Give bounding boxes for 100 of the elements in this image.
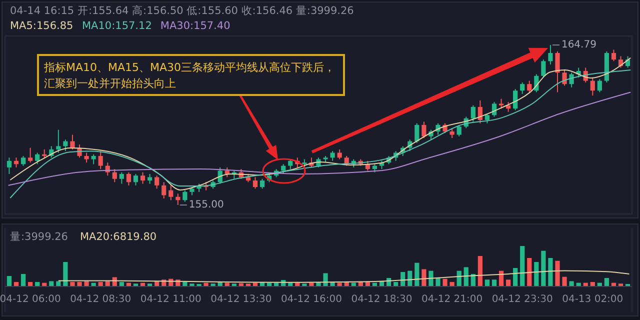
- candlestick: [182, 190, 188, 202]
- candlestick: [140, 172, 146, 184]
- bar: [295, 282, 300, 286]
- candlestick: [28, 147, 33, 164]
- x-tick-label: 04-12 18:30: [351, 294, 412, 305]
- candlestick: [611, 49, 616, 62]
- candlestick: [470, 104, 476, 122]
- bar: [35, 282, 40, 286]
- bar: [309, 282, 314, 286]
- bar: [365, 282, 370, 286]
- candlestick: [154, 175, 160, 190]
- candlestick: [520, 82, 525, 94]
- bar: [422, 269, 426, 286]
- text: MA5:156.85: [10, 20, 74, 32]
- chart-title: 量:3999.26: [10, 231, 68, 243]
- bar: [492, 280, 497, 286]
- candlestick: [224, 166, 230, 178]
- candlestick: [555, 50, 560, 93]
- bar: [450, 282, 454, 286]
- x-tick-label: 04-12 16:00: [280, 294, 342, 305]
- bar: [436, 278, 440, 286]
- bar: [98, 282, 103, 286]
- bar: [252, 282, 258, 286]
- bar: [414, 262, 420, 286]
- candlestick: [14, 157, 19, 168]
- candlestick: [162, 182, 166, 199]
- text: MA20:6819.80: [80, 231, 157, 243]
- candlestick: [63, 139, 68, 152]
- candlestick: [498, 98, 504, 110]
- candlestick: [98, 150, 103, 170]
- candlestick: [20, 155, 26, 166]
- candlestick: [527, 80, 532, 93]
- bar: [119, 282, 124, 286]
- bar: [611, 282, 616, 286]
- candlestick: [422, 121, 426, 138]
- bar: [400, 272, 406, 286]
- candlestick: [450, 128, 454, 138]
- candlestick: [288, 158, 293, 170]
- bar: [126, 282, 132, 286]
- bar: [470, 274, 476, 286]
- bar: [84, 281, 89, 286]
- candlestick: [112, 168, 117, 183]
- annotation: 155.00: [188, 200, 224, 211]
- bar: [478, 256, 482, 286]
- candlestick: [281, 164, 286, 174]
- candlestick: [484, 112, 490, 124]
- candlestick: [569, 72, 574, 88]
- candlestick: [456, 124, 462, 137]
- annotation: 164.79: [561, 39, 596, 50]
- bar: [408, 270, 412, 286]
- bar: [70, 282, 75, 286]
- bar: [274, 282, 279, 286]
- bar: [520, 246, 525, 286]
- chart-title: 04-14 16:15 开:155.64 高:156.50 低:155.60 收:156.46 量:3999.26: [10, 4, 354, 17]
- candlestick: [548, 44, 553, 65]
- bar: [604, 278, 609, 286]
- bar: [562, 276, 567, 286]
- candlestick: [84, 152, 89, 164]
- bar: [42, 282, 47, 286]
- candlestick: [414, 122, 420, 144]
- x-tick-label: 04-12 08:30: [70, 294, 132, 305]
- candlestick: [70, 134, 75, 150]
- candlestick: [168, 184, 174, 201]
- candlestick: [597, 78, 602, 93]
- x-tick-label: 04-12 21:00: [422, 294, 483, 305]
- bar: [583, 282, 588, 286]
- bar: [154, 281, 160, 286]
- candlestick: [330, 150, 335, 162]
- bar: [20, 274, 26, 286]
- bar: [49, 281, 54, 286]
- x-tick-label: 04-12 06:00: [0, 294, 61, 305]
- candlestick: [35, 152, 40, 165]
- annotation: 指标MA10、MA15、MA30三条移动平均线从高位下跌后，汇聚到一处并开始抬头向上: [43, 61, 336, 90]
- bar: [288, 282, 293, 286]
- bar: [204, 282, 208, 286]
- candlestick: [119, 172, 124, 184]
- bar: [456, 270, 462, 286]
- candlestick: [562, 68, 567, 86]
- bar: [224, 282, 230, 286]
- bar: [484, 280, 490, 286]
- candlestick: [126, 172, 132, 186]
- bar: [498, 270, 504, 286]
- text: MA30:157.40: [160, 20, 230, 32]
- bar: [140, 282, 146, 286]
- x-tick-label: 04-12 23:30: [492, 294, 553, 305]
- candlestick: [148, 173, 152, 184]
- bar: [464, 267, 468, 286]
- bar: [91, 282, 96, 286]
- bar: [597, 282, 602, 286]
- candlestick: [541, 59, 546, 78]
- bar: [77, 282, 82, 286]
- bar: [534, 262, 539, 286]
- bar: [266, 282, 272, 286]
- bar: [590, 282, 595, 286]
- candlestick: [252, 176, 258, 190]
- bar: [323, 273, 328, 286]
- bar: [506, 280, 511, 286]
- bar: [6, 276, 12, 286]
- bar: [394, 282, 398, 286]
- x-tick-label: 04-13 02:00: [562, 294, 624, 305]
